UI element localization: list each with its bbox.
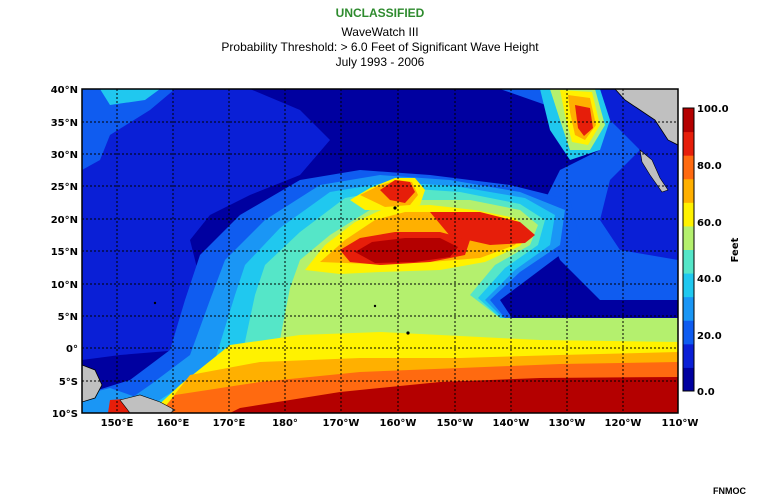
lon-label: 170°E [213, 418, 246, 429]
lat-label: 5°S [59, 377, 78, 388]
lat-label: 15°N [51, 247, 78, 258]
lon-label: 170°W [323, 418, 360, 429]
colorbar-frame [682, 107, 695, 392]
colorbar [683, 108, 694, 392]
latitude-axis: 40°N 35°N 30°N 25°N 20°N 15°N 10°N 5°N 0… [51, 85, 78, 420]
colorbar-segment [683, 178, 694, 203]
colorbar-tick-label: 80.0 [697, 161, 722, 172]
lat-label: 20°N [51, 215, 78, 226]
lat-label: 30°N [51, 150, 78, 161]
colorbar-ticks: 100.0 80.0 60.0 40.0 20.0 0.0 [697, 104, 729, 398]
map-title-threshold: Probability Threshold: > 6.0 Feet of Sig… [221, 40, 539, 54]
lon-label: 180° [272, 418, 298, 429]
classification-label: UNCLASSIFIED [335, 6, 425, 20]
colorbar-segment [683, 225, 694, 250]
lat-label: 40°N [51, 85, 78, 96]
colorbar-tick-label: 0.0 [697, 387, 715, 398]
lat-label: 5°N [58, 312, 78, 323]
credit-label: FNMOC [713, 486, 746, 496]
colorbar-segment [683, 108, 694, 133]
graticule [82, 89, 678, 413]
lon-label: 130°W [549, 418, 586, 429]
lat-label: 10°N [51, 280, 78, 291]
north-america-land [614, 89, 678, 146]
colorbar-segment [683, 249, 694, 274]
colorbar-segment [683, 296, 694, 321]
colorbar-tick-label: 60.0 [697, 218, 722, 229]
map-frame [81, 88, 679, 414]
colorbar-unit-label: Feet [730, 237, 741, 262]
lon-label: 160°E [157, 418, 190, 429]
colorbar-segment [683, 202, 694, 227]
colorbar-tick-label: 40.0 [697, 274, 722, 285]
new-guinea-land [82, 364, 103, 403]
lat-label: 25°N [51, 182, 78, 193]
lon-label: 110°W [662, 418, 699, 429]
lon-label: 150°E [101, 418, 134, 429]
colorbar-segment [683, 320, 694, 345]
lon-label: 150°W [437, 418, 474, 429]
lat-label: 10°S [52, 409, 78, 420]
longitude-axis: 150°E 160°E 170°E 180° 170°W 160°W 150°W… [101, 418, 699, 429]
lon-label: 160°W [380, 418, 417, 429]
lat-label: 35°N [51, 118, 78, 129]
colorbar-segment [683, 131, 694, 156]
colorbar-segment [683, 343, 694, 368]
colorbar-segment [683, 155, 694, 180]
colorbar-segment [683, 367, 694, 392]
colorbar-tick-label: 100.0 [697, 104, 729, 115]
lon-label: 120°W [605, 418, 642, 429]
colorbar-tick-label: 20.0 [697, 331, 722, 342]
lat-label: 0° [66, 344, 78, 355]
map-title-period: July 1993 - 2006 [335, 55, 425, 69]
lon-label: 140°W [493, 418, 530, 429]
probability-field [82, 89, 678, 413]
colorbar-segment [683, 273, 694, 298]
map-title-model: WaveWatch III [341, 25, 419, 39]
